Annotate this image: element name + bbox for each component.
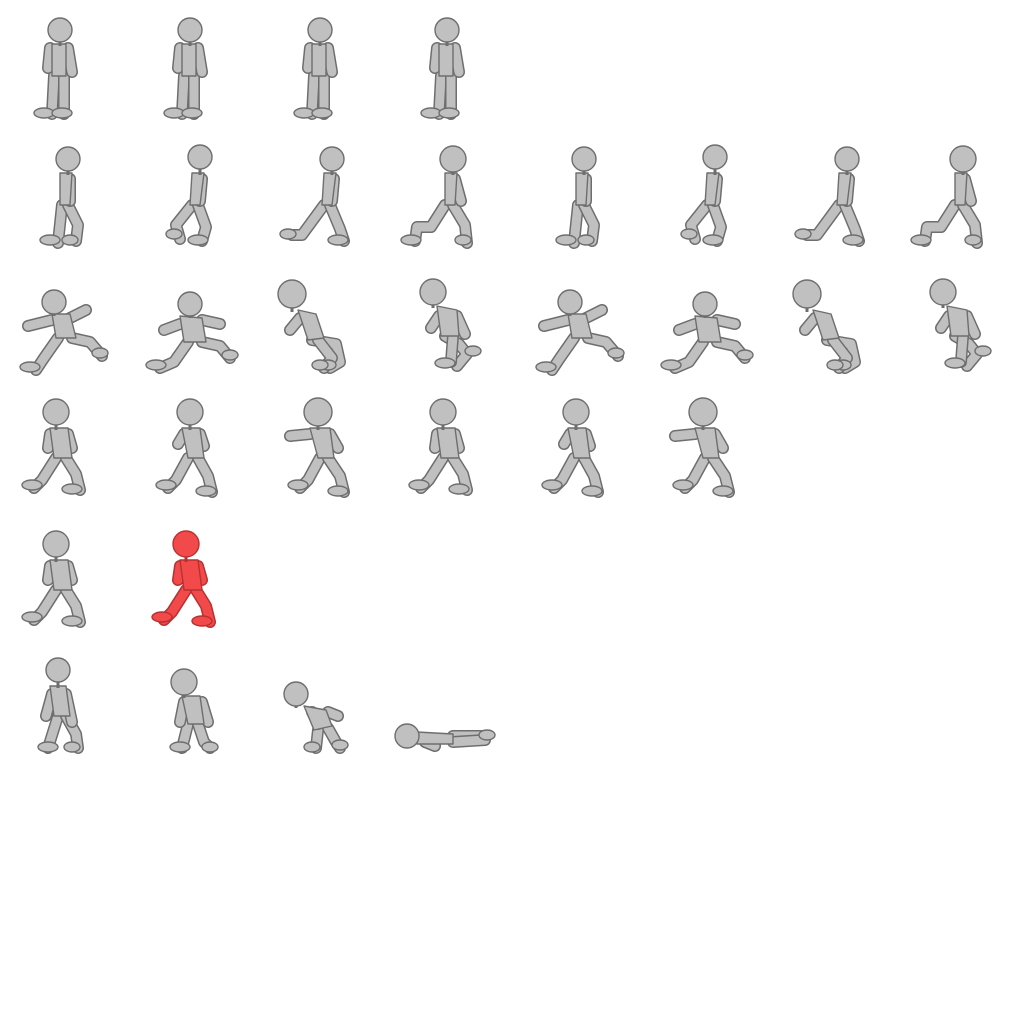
sprite-frame[interactable] <box>169 668 219 754</box>
sprite-row-walk <box>39 144 983 249</box>
sprite-frame[interactable] <box>165 144 213 247</box>
sprite-row-hit <box>21 530 216 628</box>
sprite-frame[interactable] <box>910 145 983 249</box>
sprite-row-fight <box>21 397 735 498</box>
sprite-frame[interactable] <box>283 681 349 754</box>
sprite-frame[interactable] <box>21 530 86 628</box>
sprite-row-run <box>19 278 992 376</box>
sprite-frame[interactable] <box>555 146 600 249</box>
sprite-row-death <box>37 657 496 754</box>
sprite-frame[interactable] <box>792 279 861 374</box>
sprite-row-idle <box>33 17 465 120</box>
sprite-frame-selected[interactable] <box>151 530 216 628</box>
sprite-frame[interactable] <box>680 144 728 247</box>
sprite-frame[interactable] <box>394 723 496 752</box>
sprite-frame[interactable] <box>279 146 350 247</box>
sprite-frame[interactable] <box>408 398 473 496</box>
sprite-frame[interactable] <box>163 17 208 120</box>
sprite-frame[interactable] <box>293 17 338 120</box>
sprite-frame[interactable] <box>284 397 350 498</box>
sprite-frame[interactable] <box>660 291 754 374</box>
sprite-frame[interactable] <box>929 278 992 372</box>
sprite-frame[interactable] <box>277 279 346 374</box>
sprite-frame[interactable] <box>145 291 239 374</box>
sprite-frame[interactable] <box>155 398 218 498</box>
sprite-frame[interactable] <box>535 289 625 376</box>
sprite-frame[interactable] <box>420 17 465 120</box>
sprite-frame[interactable] <box>21 398 86 496</box>
sprite-frame[interactable] <box>794 146 865 247</box>
sprite-frame[interactable] <box>37 657 84 754</box>
sprite-frame[interactable] <box>19 289 109 376</box>
sprite-frame[interactable] <box>419 278 482 372</box>
sprite-frame[interactable] <box>541 398 604 498</box>
sprite-frame[interactable] <box>669 397 735 498</box>
sprite-frame[interactable] <box>39 146 84 249</box>
sprite-frame[interactable] <box>33 17 78 120</box>
sprite-frame[interactable] <box>400 145 473 249</box>
